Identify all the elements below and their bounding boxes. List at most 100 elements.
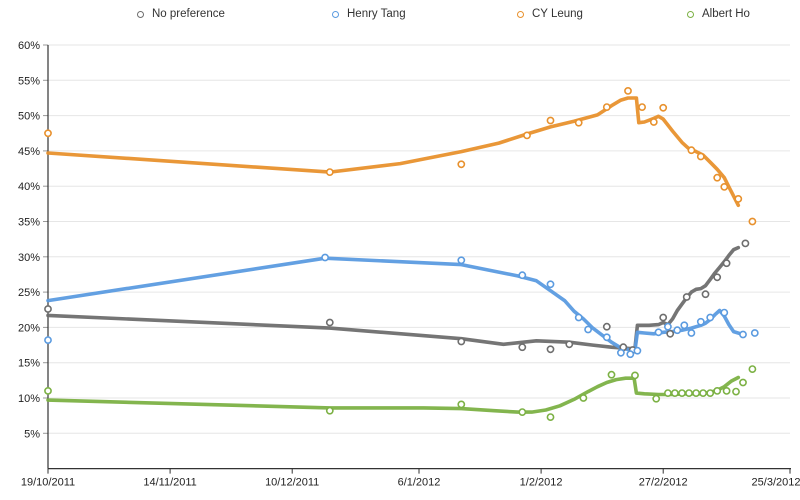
data-point-albert-ho[interactable] xyxy=(671,389,679,397)
y-axis-label: 15% xyxy=(18,358,40,370)
data-point-henry-tang[interactable] xyxy=(750,329,759,337)
data-point-albert-ho[interactable] xyxy=(739,378,747,387)
data-point-cy-leung[interactable] xyxy=(748,217,757,226)
data-point-henry-tang[interactable] xyxy=(584,325,592,334)
data-point-henry-tang[interactable] xyxy=(626,350,635,359)
data-point-henry-tang[interactable] xyxy=(680,321,689,330)
data-point-cy-leung[interactable] xyxy=(325,168,334,176)
data-point-henry-tang[interactable] xyxy=(664,322,672,331)
data-point-cy-leung[interactable] xyxy=(44,129,52,138)
legend-item-cy-leung[interactable]: CY Leung xyxy=(517,8,583,20)
y-axis-label: 50% xyxy=(18,111,40,123)
data-point-henry-tang[interactable] xyxy=(706,313,715,322)
trend-line-no-preference xyxy=(46,245,741,351)
data-point-no-preference[interactable] xyxy=(666,329,675,338)
data-point-no-preference[interactable] xyxy=(722,259,731,268)
henry-tang-marker-icon xyxy=(332,10,339,18)
x-axis-label: 14/11/2011 xyxy=(143,477,196,489)
legend-item-no-preference[interactable]: No preference xyxy=(137,8,225,20)
y-axis-label: 25% xyxy=(18,287,40,299)
data-point-albert-ho[interactable] xyxy=(699,389,707,397)
data-point-henry-tang[interactable] xyxy=(654,328,663,337)
data-point-albert-ho[interactable] xyxy=(652,394,661,403)
data-point-albert-ho[interactable] xyxy=(732,387,740,396)
data-point-cy-leung[interactable] xyxy=(523,131,531,140)
data-point-albert-ho[interactable] xyxy=(713,386,722,395)
data-point-no-preference[interactable] xyxy=(565,340,574,349)
data-point-albert-ho[interactable] xyxy=(325,406,334,415)
data-point-henry-tang[interactable] xyxy=(457,256,466,265)
data-point-henry-tang[interactable] xyxy=(673,326,682,335)
data-point-albert-ho[interactable] xyxy=(546,413,555,421)
data-point-cy-leung[interactable] xyxy=(602,103,611,111)
data-point-no-preference[interactable] xyxy=(457,337,466,346)
x-axis-label: 10/12/2011 xyxy=(265,477,319,489)
y-axis-label: 55% xyxy=(18,75,40,87)
data-point-cy-leung[interactable] xyxy=(687,146,696,155)
y-axis-label: 5% xyxy=(24,428,40,440)
y-axis-label: 45% xyxy=(18,146,40,158)
legend-item-henry-tang[interactable]: Henry Tang xyxy=(332,8,406,20)
x-axis-label: 25/3/2012 xyxy=(752,477,800,489)
x-axis-label: 1/2/2012 xyxy=(520,477,563,489)
data-point-cy-leung[interactable] xyxy=(624,87,632,95)
legend-label: No preference xyxy=(152,8,225,20)
data-point-albert-ho[interactable] xyxy=(748,365,757,373)
data-point-albert-ho[interactable] xyxy=(706,389,715,397)
data-point-cy-leung[interactable] xyxy=(713,173,722,182)
data-point-henry-tang[interactable] xyxy=(321,253,329,262)
data-point-henry-tang[interactable] xyxy=(687,329,696,337)
data-point-cy-leung[interactable] xyxy=(659,103,668,112)
data-point-albert-ho[interactable] xyxy=(678,389,686,397)
data-point-henry-tang[interactable] xyxy=(574,313,583,322)
data-point-cy-leung[interactable] xyxy=(720,182,729,191)
data-point-no-preference[interactable] xyxy=(713,273,722,282)
legend-label: Henry Tang xyxy=(347,8,406,20)
data-point-albert-ho[interactable] xyxy=(692,389,700,397)
data-point-albert-ho[interactable] xyxy=(685,389,693,397)
data-point-no-preference[interactable] xyxy=(325,318,334,327)
data-point-henry-tang[interactable] xyxy=(602,333,611,342)
data-point-no-preference[interactable] xyxy=(518,343,527,352)
data-point-no-preference[interactable] xyxy=(546,345,555,354)
data-point-henry-tang[interactable] xyxy=(44,336,52,344)
data-point-albert-ho[interactable] xyxy=(518,408,527,416)
data-point-henry-tang[interactable] xyxy=(617,348,625,357)
data-point-no-preference[interactable] xyxy=(682,293,691,301)
data-point-cy-leung[interactable] xyxy=(546,116,555,125)
data-point-no-preference[interactable] xyxy=(602,322,611,331)
x-axis-label: 27/2/2012 xyxy=(639,477,688,489)
data-point-henry-tang[interactable] xyxy=(633,346,642,355)
data-point-albert-ho[interactable] xyxy=(664,389,672,397)
legend-label: Albert Ho xyxy=(702,8,750,20)
data-point-no-preference[interactable] xyxy=(659,313,668,322)
chart-legend: No preference Henry Tang CY Leung Albert… xyxy=(0,8,800,28)
data-point-cy-leung[interactable] xyxy=(574,118,583,127)
legend-label: CY Leung xyxy=(532,8,583,20)
data-point-henry-tang[interactable] xyxy=(546,280,555,289)
data-point-henry-tang[interactable] xyxy=(696,317,705,326)
data-point-no-preference[interactable] xyxy=(701,290,710,299)
data-point-albert-ho[interactable] xyxy=(44,386,52,395)
trend-line-henry-tang xyxy=(46,256,743,352)
data-point-albert-ho[interactable] xyxy=(722,386,731,395)
trend-line-cy-leung xyxy=(46,96,741,208)
trend-line-albert-ho xyxy=(46,375,741,414)
legend-item-albert-ho[interactable]: Albert Ho xyxy=(687,8,750,20)
data-point-albert-ho[interactable] xyxy=(631,371,639,380)
data-point-cy-leung[interactable] xyxy=(638,103,646,111)
data-point-no-preference[interactable] xyxy=(44,305,52,313)
data-point-albert-ho[interactable] xyxy=(579,394,588,402)
data-point-albert-ho[interactable] xyxy=(607,370,616,379)
data-point-henry-tang[interactable] xyxy=(518,271,527,280)
data-point-henry-tang[interactable] xyxy=(720,308,729,317)
data-point-no-preference[interactable] xyxy=(741,239,750,248)
data-point-henry-tang[interactable] xyxy=(739,330,747,339)
data-point-albert-ho[interactable] xyxy=(457,400,466,409)
cy-leung-marker-icon xyxy=(517,10,524,18)
data-point-cy-leung[interactable] xyxy=(457,160,466,169)
data-point-cy-leung[interactable] xyxy=(696,152,705,161)
y-axis-label: 10% xyxy=(18,393,40,405)
data-point-cy-leung[interactable] xyxy=(649,118,658,126)
data-point-cy-leung[interactable] xyxy=(734,194,743,203)
